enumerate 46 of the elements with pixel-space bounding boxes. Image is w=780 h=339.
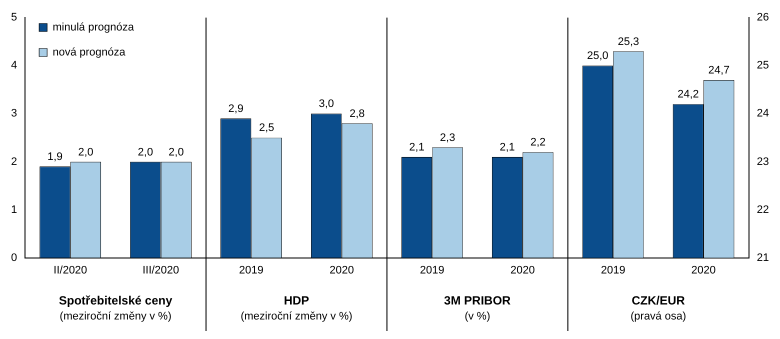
data-label: 25,3: [618, 36, 640, 48]
data-label: 24,2: [677, 88, 699, 101]
data-label: 25,0: [586, 50, 608, 62]
y-tick-label: 1: [10, 204, 18, 216]
data-label: 3,0: [318, 98, 334, 110]
text: CZK/EUR: [632, 293, 686, 308]
text: Spotřebitelské ceny: [58, 293, 173, 308]
text: (meziroční změny v %): [240, 310, 352, 323]
legend-label: minulá prognóza: [52, 22, 135, 34]
data-label: 2,5: [258, 122, 274, 134]
x-tick-label: 2020: [329, 264, 354, 276]
y2-tick-label: 24: [756, 108, 770, 120]
data-label: 24,7: [708, 64, 730, 77]
y2-tick-label: 22: [756, 204, 770, 216]
y-tick-label: 0: [10, 252, 18, 264]
x-tick-label: III/2020: [142, 264, 180, 276]
y-tick-label: 3: [10, 108, 18, 120]
y2-tick-label: 23: [756, 156, 770, 168]
y-tick-label: 5: [10, 12, 18, 24]
data-label: 2,3: [440, 132, 456, 144]
data-label: 2,9: [228, 103, 244, 116]
text: HDP: [284, 293, 310, 308]
y-tick-label: 2: [10, 156, 18, 168]
data-label: 2,2: [530, 136, 546, 149]
x-tick-label: 2019: [420, 264, 444, 276]
data-label: 2,8: [349, 108, 365, 120]
y2-tick-label: 21: [756, 252, 770, 264]
data-label: 2,1: [409, 141, 424, 154]
text: (meziroční změny v %): [60, 310, 172, 323]
text: 3M PRIBOR: [444, 293, 512, 308]
x-tick-label: 2020: [691, 264, 716, 276]
data-label: 2,0: [168, 146, 184, 158]
x-tick-label: 2019: [239, 264, 264, 276]
legend-label: nová prognóza: [52, 46, 126, 59]
y2-tick-label: 26: [756, 12, 770, 24]
text: (pravá osa): [630, 310, 686, 323]
x-tick-label: 2019: [600, 264, 626, 276]
data-label: 2,1: [500, 141, 515, 154]
data-label: 2,0: [138, 146, 154, 158]
y-tick-label: 4: [10, 60, 18, 72]
x-tick-label: 2020: [510, 264, 535, 276]
x-tick-label: II/2020: [54, 264, 88, 276]
data-label: 2,0: [78, 146, 94, 158]
y2-tick-label: 25: [756, 60, 770, 72]
data-label: 1,9: [47, 151, 63, 164]
text: (v %): [464, 310, 490, 323]
